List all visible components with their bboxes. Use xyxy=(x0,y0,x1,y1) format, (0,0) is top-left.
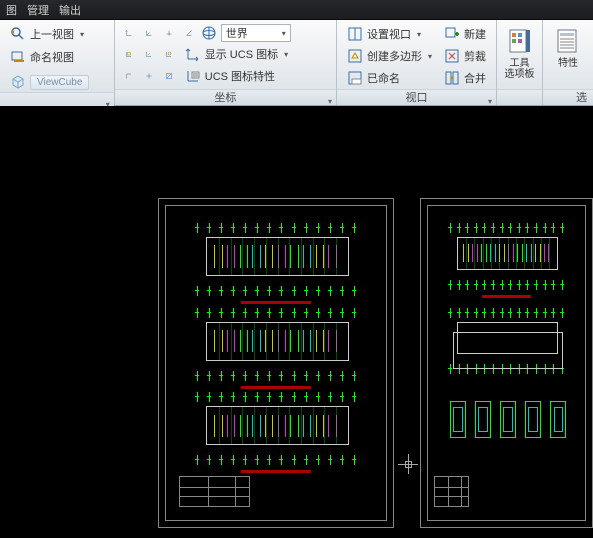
viewport-named-icon xyxy=(347,70,363,86)
floor-plan xyxy=(197,225,355,294)
clip-viewport-label: 剪裁 xyxy=(464,48,486,64)
viewport-polygon-icon xyxy=(347,48,363,64)
named-view-button[interactable]: 命名视图 xyxy=(6,47,108,67)
show-ucs-icon-label: 显示 UCS 图标 xyxy=(205,46,278,62)
ucs-icon-a[interactable] xyxy=(121,46,137,62)
ucs-axes-icon-1[interactable] xyxy=(121,25,137,41)
viewport-set-icon xyxy=(347,26,363,42)
tool-palettes-button[interactable]: 工具选项板 xyxy=(501,24,539,82)
properties-button[interactable]: 特性 xyxy=(549,24,587,71)
floor-plan xyxy=(197,310,355,379)
ucs-icon-f[interactable] xyxy=(161,68,177,84)
dropdown-icon[interactable]: ▾ xyxy=(282,29,286,38)
panel-coords-title-text: 坐标 xyxy=(214,92,236,104)
create-polygon-button[interactable]: 创建多边形 ▾ xyxy=(343,46,436,66)
clip-viewport-button[interactable]: 剪裁 xyxy=(440,46,490,66)
panel-palettes-title-blank xyxy=(497,89,542,105)
panel-coords-title: 坐标▾ xyxy=(115,89,336,105)
menu-item-manage[interactable]: 管理 xyxy=(27,2,49,18)
dropdown-icon[interactable]: ▾ xyxy=(428,52,432,61)
ucs-icon-props-button[interactable]: UCS 图标特性 xyxy=(181,66,279,86)
properties-label: 特性 xyxy=(558,58,578,69)
menu-bar: 图 管理 输出 xyxy=(0,0,593,20)
dropdown-icon[interactable]: ▾ xyxy=(417,30,421,39)
ucs-props-icon xyxy=(185,68,201,84)
merge-viewport-button[interactable]: 合并 xyxy=(440,68,490,88)
set-viewport-button[interactable]: 设置视口 ▾ xyxy=(343,24,425,44)
new-viewport-button[interactable]: 新建 xyxy=(440,24,490,44)
panel-views: 上一视图 ▾ 命名视图 ViewCube ▾ xyxy=(0,20,115,105)
viewport-new-icon xyxy=(444,26,460,42)
panel-last-title: 选 xyxy=(543,89,593,105)
merge-viewport-label: 合并 xyxy=(464,70,486,86)
panel-viewport-title-text: 视口 xyxy=(405,92,427,104)
menu-item-view[interactable]: 图 xyxy=(6,2,17,18)
panel-properties: 特性 选 xyxy=(543,20,593,105)
ucs-axes-icon-3[interactable] xyxy=(161,25,177,41)
panel-tool-palettes: 工具选项板 xyxy=(497,20,543,105)
viewcube-icon xyxy=(10,74,26,90)
create-polygon-label: 创建多边形 xyxy=(367,48,422,64)
ucs-icon-b[interactable] xyxy=(141,46,157,62)
new-viewport-label: 新建 xyxy=(464,26,486,42)
named-viewport-button[interactable]: 已命名 xyxy=(343,68,404,88)
ucs-icon-d[interactable] xyxy=(121,68,137,84)
show-ucs-icon-button[interactable]: 显示 UCS 图标 ▾ xyxy=(181,44,292,64)
set-viewport-label: 设置视口 xyxy=(367,26,411,42)
ucs-axes-icon-4[interactable] xyxy=(181,25,197,41)
magnifier-back-icon xyxy=(10,26,26,42)
ucs-show-icon xyxy=(185,46,201,62)
tool-palettes-label: 工具选项板 xyxy=(505,58,535,80)
named-view-label: 命名视图 xyxy=(30,49,74,65)
panel-coords: 世界 ▾ 显示 UCS 图标 ▾ xyxy=(115,20,337,105)
dropdown-icon[interactable]: ▾ xyxy=(80,30,84,39)
viewport-clip-icon xyxy=(444,48,460,64)
ucs-icon-e[interactable] xyxy=(141,68,157,84)
floor-plan xyxy=(197,394,355,463)
prev-view-label: 上一视图 xyxy=(30,26,74,42)
tool-palettes-icon xyxy=(505,26,535,56)
ucs-axes-icon-2[interactable] xyxy=(141,25,157,41)
drawing-sheet xyxy=(158,198,394,528)
floor-plan xyxy=(450,225,563,288)
panel-viewport-title: 视口▾ xyxy=(337,89,496,105)
drawing-canvas[interactable] xyxy=(0,106,593,538)
menu-item-output[interactable]: 输出 xyxy=(59,2,81,18)
cursor-pickbox xyxy=(405,461,412,468)
ucs-icon-props-label: UCS 图标特性 xyxy=(205,68,275,84)
viewport-merge-icon xyxy=(444,70,460,86)
prev-view-button[interactable]: 上一视图 ▾ xyxy=(6,24,108,44)
properties-icon xyxy=(553,26,583,56)
ucs-icon-c[interactable] xyxy=(161,46,177,62)
named-viewport-label: 已命名 xyxy=(367,70,400,86)
panel-viewport: 设置视口 ▾ 创建多边形 ▾ 已命名 xyxy=(337,20,497,105)
panel-last-hint: 选 xyxy=(576,92,587,104)
coord-system-value: 世界 xyxy=(226,25,248,41)
dropdown-icon[interactable]: ▾ xyxy=(284,50,288,59)
coord-system-dropdown[interactable]: 世界 ▾ xyxy=(221,24,291,42)
globe-icon xyxy=(201,25,217,41)
drawing-sheet xyxy=(420,198,593,528)
ribbon: 上一视图 ▾ 命名视图 ViewCube ▾ xyxy=(0,20,593,106)
viewcube-label: ViewCube xyxy=(30,75,89,90)
viewcube-button[interactable]: ViewCube xyxy=(6,72,108,92)
named-view-icon xyxy=(10,49,26,65)
